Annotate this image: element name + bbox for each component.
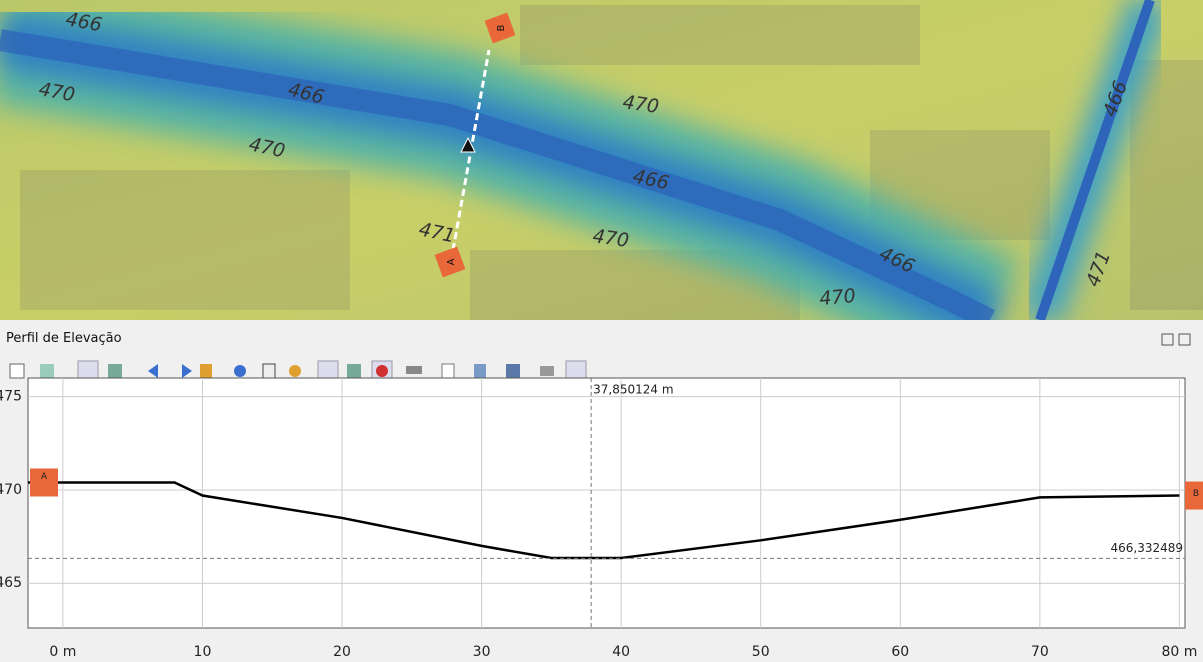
tool-button[interactable] <box>506 364 520 378</box>
tool-button[interactable] <box>234 365 246 377</box>
marker-a-label: A <box>446 258 457 265</box>
tool-button[interactable] <box>347 364 361 378</box>
contour-label: 470 <box>819 285 857 310</box>
x-tick-label: 0 m <box>49 644 76 660</box>
x-tick-label: 10 <box>194 644 212 660</box>
x-tick-label: 80 m <box>1161 644 1197 660</box>
tool-button[interactable] <box>40 364 54 378</box>
tool-button[interactable] <box>540 366 554 376</box>
tool-button[interactable] <box>289 365 301 377</box>
cursor-x-label: 37,850124 m <box>593 383 673 397</box>
marker-b-label: B <box>496 24 507 31</box>
x-tick-label: 50 <box>752 644 770 660</box>
tool-button[interactable] <box>474 364 486 378</box>
tool-button[interactable] <box>376 365 388 377</box>
cursor-y-label: 466,332489 <box>1110 541 1183 555</box>
x-tick-label: 70 <box>1031 644 1049 660</box>
x-tick-label: 20 <box>333 644 351 660</box>
x-tick-label: 40 <box>612 644 630 660</box>
start-marker-label: A <box>41 472 48 482</box>
map-view[interactable]: A B 466 470 466 470 470 466 470 471 466 … <box>0 0 1203 320</box>
tool-button[interactable] <box>10 364 24 378</box>
end-marker-label: B <box>1193 489 1199 499</box>
y-tick-label: 475 <box>0 389 22 405</box>
tool-button[interactable] <box>442 364 454 378</box>
tool-button[interactable] <box>108 364 122 378</box>
tool-button[interactable] <box>406 366 422 374</box>
y-tick-label: 470 <box>0 482 22 498</box>
tool-button[interactable] <box>263 364 275 378</box>
elevation-panel: Perfil de Elevação 465 470 475 0 m 10 20 30 40 5… <box>0 320 1203 662</box>
panel-title: Perfil de Elevação <box>6 331 122 346</box>
tool-button[interactable] <box>200 364 212 378</box>
x-tick-label: 60 <box>891 644 909 660</box>
page: A B 466 470 466 470 470 466 470 471 466 … <box>0 0 1203 662</box>
y-tick-label: 465 <box>0 575 22 591</box>
x-tick-label: 30 <box>473 644 491 660</box>
